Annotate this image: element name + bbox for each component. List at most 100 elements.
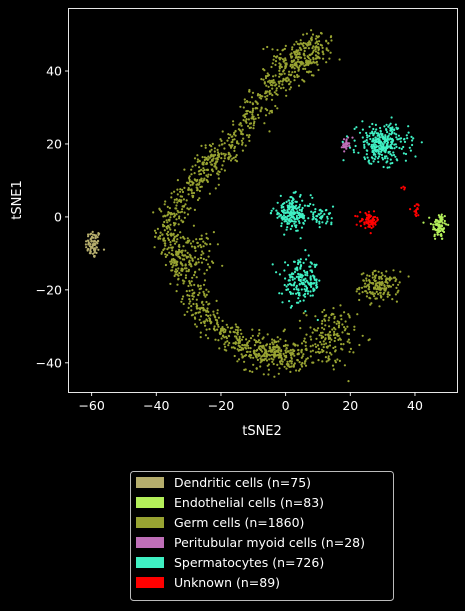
- data-point: [306, 274, 309, 277]
- data-point: [346, 143, 349, 146]
- data-point: [193, 274, 196, 277]
- data-point: [279, 213, 282, 217]
- data-point: [298, 53, 301, 56]
- data-point: [283, 59, 286, 62]
- data-point: [198, 179, 202, 182]
- data-point: [174, 270, 177, 273]
- data-point: [248, 88, 251, 92]
- data-point: [208, 302, 211, 305]
- data-point: [368, 134, 371, 138]
- data-point: [187, 284, 190, 288]
- data-point: [194, 323, 197, 326]
- data-point: [385, 146, 388, 149]
- data-point: [249, 122, 253, 125]
- data-point: [293, 79, 296, 82]
- data-point: [407, 275, 410, 278]
- data-point: [260, 106, 263, 109]
- data-point: [318, 279, 321, 282]
- data-point: [170, 192, 173, 195]
- data-point: [393, 132, 396, 135]
- data-point: [233, 149, 236, 152]
- data-point: [312, 274, 315, 277]
- data-point: [190, 265, 193, 268]
- data-point: [94, 243, 97, 246]
- data-point: [250, 354, 253, 357]
- data-point: [375, 138, 378, 141]
- data-point: [393, 147, 396, 150]
- data-point: [379, 288, 382, 291]
- data-point: [205, 162, 208, 166]
- data-point: [188, 302, 191, 305]
- x-tick-label: −40: [143, 398, 169, 413]
- data-point: [343, 364, 346, 367]
- data-point: [200, 237, 203, 240]
- data-point: [372, 134, 375, 137]
- data-point: [341, 331, 344, 334]
- data-point: [199, 308, 202, 311]
- data-point: [254, 341, 258, 344]
- data-point: [376, 216, 379, 219]
- data-point: [291, 292, 295, 295]
- data-point: [309, 43, 312, 46]
- data-point: [236, 339, 239, 342]
- data-point: [185, 256, 188, 259]
- data-point: [377, 270, 380, 273]
- data-point: [275, 344, 279, 347]
- data-point: [269, 343, 272, 346]
- data-point: [271, 62, 274, 65]
- data-point: [397, 289, 400, 292]
- data-point: [312, 58, 315, 61]
- data-point: [394, 279, 397, 283]
- data-point: [384, 275, 387, 278]
- data-point: [240, 139, 243, 142]
- data-point: [303, 219, 307, 222]
- data-point: [374, 220, 377, 223]
- data-point: [292, 191, 295, 194]
- data-point: [220, 168, 223, 171]
- data-point: [323, 343, 326, 346]
- data-point: [312, 282, 316, 285]
- data-point: [270, 350, 273, 353]
- data-point: [385, 279, 388, 282]
- data-point: [183, 186, 186, 189]
- data-point: [395, 133, 398, 136]
- legend-swatch: [136, 517, 164, 528]
- data-point: [387, 138, 391, 141]
- data-point: [288, 365, 291, 368]
- data-point: [202, 167, 205, 170]
- data-point: [171, 249, 174, 252]
- data-point: [311, 47, 314, 50]
- data-point: [322, 57, 325, 60]
- data-point: [376, 157, 380, 160]
- data-point: [186, 237, 189, 240]
- data-point: [258, 345, 261, 348]
- data-point: [346, 340, 349, 343]
- data-point: [171, 239, 174, 242]
- data-point: [323, 213, 326, 216]
- data-point: [366, 292, 369, 295]
- data-point: [190, 305, 193, 308]
- data-point: [295, 284, 298, 287]
- data-point: [317, 347, 320, 350]
- data-point: [209, 161, 212, 164]
- data-point: [373, 139, 376, 142]
- data-point: [290, 208, 293, 211]
- data-point: [317, 48, 320, 52]
- data-point: [189, 256, 192, 259]
- x-axis-ticks: −60 −40 −20 0 20 40: [78, 392, 423, 413]
- data-point: [328, 344, 332, 347]
- data-point: [223, 157, 226, 160]
- data-point: [304, 46, 307, 50]
- data-point: [206, 168, 209, 171]
- data-point: [226, 340, 229, 343]
- data-point: [190, 168, 193, 171]
- data-point: [211, 142, 214, 145]
- data-point: [303, 269, 306, 272]
- data-point: [396, 138, 399, 141]
- data-point: [176, 193, 179, 196]
- data-point: [276, 93, 279, 96]
- data-point: [303, 204, 306, 207]
- data-point: [420, 141, 423, 144]
- data-point: [219, 332, 222, 336]
- data-point: [169, 228, 172, 231]
